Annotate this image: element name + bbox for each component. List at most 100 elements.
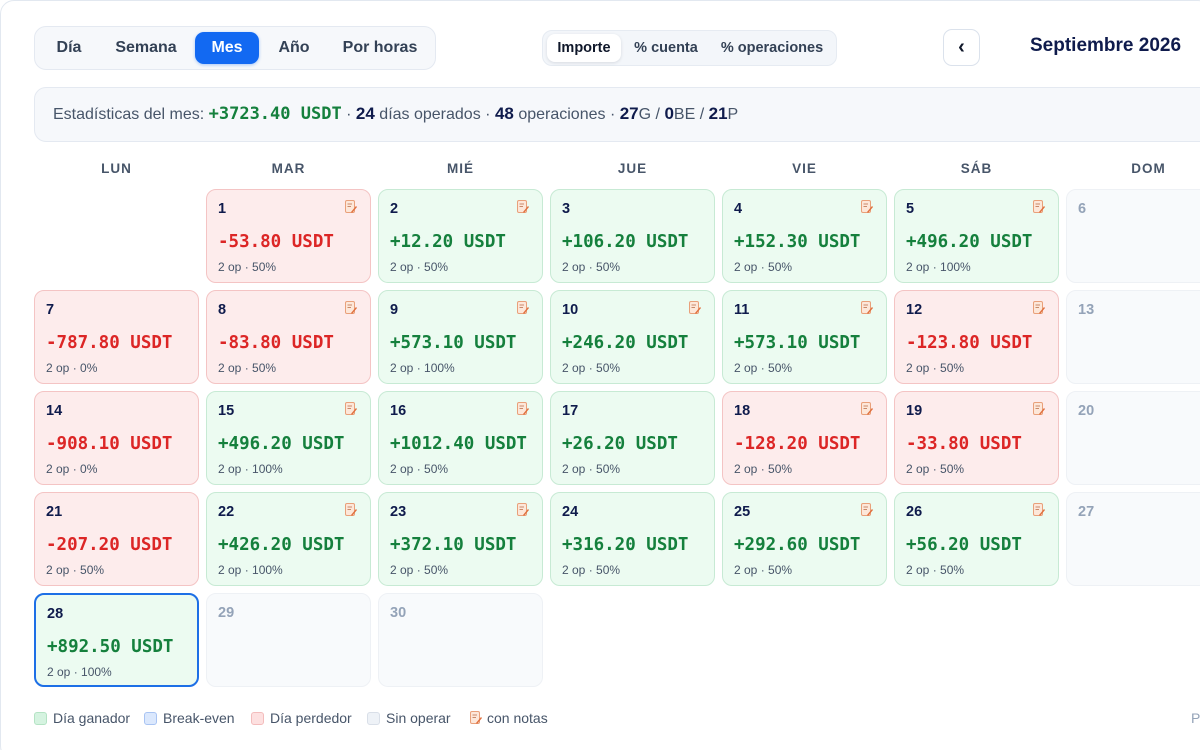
- day-number: 22: [218, 504, 235, 520]
- day-cell-22[interactable]: 22 +426.20 USDT 2 op · 100%: [206, 492, 371, 586]
- day-cell-5[interactable]: 5 +496.20 USDT 2 op · 100%: [894, 189, 1059, 283]
- day-meta: 2 op · 50%: [562, 260, 621, 274]
- day-number: 10: [562, 302, 579, 318]
- day-number: 21: [46, 504, 63, 520]
- stats-slash: /: [655, 106, 660, 123]
- note-pencil-icon[interactable]: [1033, 503, 1046, 518]
- day-pnl: -207.20 USDT: [46, 535, 173, 555]
- day-cell-20[interactable]: 20: [1066, 391, 1200, 485]
- note-pencil-icon[interactable]: [517, 402, 530, 417]
- legend-win-label: Día ganador: [53, 710, 131, 726]
- tab-ano[interactable]: Año: [278, 39, 310, 56]
- day-cell-30[interactable]: 30: [378, 593, 543, 687]
- day-number: 26: [906, 504, 923, 520]
- tab-porcentaje-operaciones[interactable]: % operaciones: [720, 40, 824, 56]
- day-cell-24[interactable]: 24 +316.20 USDT 2 op · 50%: [550, 492, 715, 586]
- day-cell-18[interactable]: 18 -128.20 USDT 2 op · 50%: [722, 391, 887, 485]
- day-pnl: +316.20 USDT: [562, 535, 689, 555]
- day-cell-27[interactable]: 27: [1066, 492, 1200, 586]
- day-cell-13[interactable]: 13: [1066, 290, 1200, 384]
- note-pencil-icon[interactable]: [345, 200, 358, 215]
- day-meta: 2 op · 100%: [390, 361, 455, 375]
- day-meta: 2 op · 0%: [46, 462, 98, 476]
- day-number: 5: [906, 201, 915, 217]
- day-pnl: +56.20 USDT: [906, 535, 1022, 555]
- tab-por-horas[interactable]: Por horas: [342, 39, 418, 56]
- stats-ops-label: operaciones: [518, 106, 606, 123]
- stats-separator: ·: [609, 106, 616, 123]
- note-pencil-icon[interactable]: [861, 402, 874, 417]
- stats-ops-count: 48: [494, 104, 514, 123]
- day-number: 25: [734, 504, 751, 520]
- day-pnl: +106.20 USDT: [562, 232, 689, 252]
- day-cell-19[interactable]: 19 -33.80 USDT 2 op · 50%: [894, 391, 1059, 485]
- day-cell-29[interactable]: 29: [206, 593, 371, 687]
- day-pnl: +12.20 USDT: [390, 232, 506, 252]
- day-meta: 2 op · 50%: [218, 361, 277, 375]
- note-pencil-icon[interactable]: [517, 301, 530, 316]
- day-cell-14[interactable]: 14 -908.10 USDT 2 op · 0%: [34, 391, 199, 485]
- day-cell-28[interactable]: 28 +892.50 USDT 2 op · 100%: [34, 593, 199, 687]
- day-cell-16[interactable]: 16 +1012.40 USDT 2 op · 50%: [378, 391, 543, 485]
- note-pencil-icon[interactable]: [861, 503, 874, 518]
- weekday-header-jue: JUE: [617, 161, 648, 176]
- note-pencil-icon[interactable]: [517, 503, 530, 518]
- day-cell-6[interactable]: 6: [1066, 189, 1200, 283]
- day-cell-11[interactable]: 11 +573.10 USDT 2 op · 50%: [722, 290, 887, 384]
- note-pencil-icon[interactable]: [1033, 301, 1046, 316]
- day-cell-12[interactable]: 12 -123.80 USDT 2 op · 50%: [894, 290, 1059, 384]
- day-cell-8[interactable]: 8 -83.80 USDT 2 op · 50%: [206, 290, 371, 384]
- day-cell-7[interactable]: 7 -787.80 USDT 2 op · 0%: [34, 290, 199, 384]
- tab-importe[interactable]: Importe: [547, 34, 621, 62]
- stats-be-suffix: BE: [673, 106, 696, 123]
- day-meta: 2 op · 100%: [218, 563, 283, 577]
- note-pencil-icon[interactable]: [1033, 402, 1046, 417]
- note-pencil-icon[interactable]: [1033, 200, 1046, 215]
- day-cell-9[interactable]: 9 +573.10 USDT 2 op · 100%: [378, 290, 543, 384]
- day-cell-2[interactable]: 2 +12.20 USDT 2 op · 50%: [378, 189, 543, 283]
- legend-win-swatch: [34, 712, 47, 725]
- tab-mes[interactable]: Mes: [195, 32, 259, 64]
- day-cell-25[interactable]: 25 +292.60 USDT 2 op · 50%: [722, 492, 887, 586]
- day-cell-15[interactable]: 15 +496.20 USDT 2 op · 100%: [206, 391, 371, 485]
- day-number: 15: [218, 403, 235, 419]
- legend-none-swatch: [367, 712, 380, 725]
- note-pencil-icon[interactable]: [861, 301, 874, 316]
- day-pnl: +372.10 USDT: [390, 535, 517, 555]
- day-cell-23[interactable]: 23 +372.10 USDT 2 op · 50%: [378, 492, 543, 586]
- stats-losses-suffix: P: [727, 106, 739, 123]
- tab-porcentaje-cuenta[interactable]: % cuenta: [634, 40, 698, 56]
- tab-dia[interactable]: Día: [56, 39, 82, 56]
- stats-line: Estadísticas del mes: +3723.40 USDT · 24…: [53, 104, 738, 124]
- tab-semana[interactable]: Semana: [115, 39, 177, 56]
- day-pnl: +573.10 USDT: [390, 333, 517, 353]
- day-cell-21[interactable]: 21 -207.20 USDT 2 op · 50%: [34, 492, 199, 586]
- day-number: 4: [734, 201, 743, 217]
- weekday-header-sab: SÁB: [960, 161, 993, 176]
- stats-be-count: 0: [664, 104, 674, 123]
- day-cell-1[interactable]: 1 -53.80 USDT 2 op · 50%: [206, 189, 371, 283]
- day-number: 13: [1078, 302, 1095, 318]
- stats-pnl: +3723.40 USDT: [208, 104, 342, 124]
- mode-tabs: Importe % cuenta % operaciones: [542, 30, 837, 66]
- day-pnl: +292.60 USDT: [734, 535, 861, 555]
- day-cell-17[interactable]: 17 +26.20 USDT 2 op · 50%: [550, 391, 715, 485]
- day-cell-26[interactable]: 26 +56.20 USDT 2 op · 50%: [894, 492, 1059, 586]
- legend-notes-label: con notas: [487, 710, 548, 726]
- day-cell-4[interactable]: 4 +152.30 USDT 2 op · 50%: [722, 189, 887, 283]
- day-number: 1: [218, 201, 227, 217]
- day-pnl: +426.20 USDT: [218, 535, 345, 555]
- note-pencil-icon[interactable]: [345, 503, 358, 518]
- prev-month-button[interactable]: ‹: [943, 29, 980, 66]
- note-pencil-icon[interactable]: [517, 200, 530, 215]
- day-meta: 2 op · 50%: [562, 462, 621, 476]
- day-pnl: -33.80 USDT: [906, 434, 1022, 454]
- day-cell-10[interactable]: 10 +246.20 USDT 2 op · 50%: [550, 290, 715, 384]
- note-pencil-icon[interactable]: [689, 301, 702, 316]
- note-pencil-icon[interactable]: [861, 200, 874, 215]
- day-pnl: +892.50 USDT: [47, 637, 174, 657]
- note-pencil-icon[interactable]: [345, 402, 358, 417]
- day-meta: 2 op · 50%: [734, 563, 793, 577]
- day-cell-3[interactable]: 3 +106.20 USDT 2 op · 50%: [550, 189, 715, 283]
- note-pencil-icon[interactable]: [345, 301, 358, 316]
